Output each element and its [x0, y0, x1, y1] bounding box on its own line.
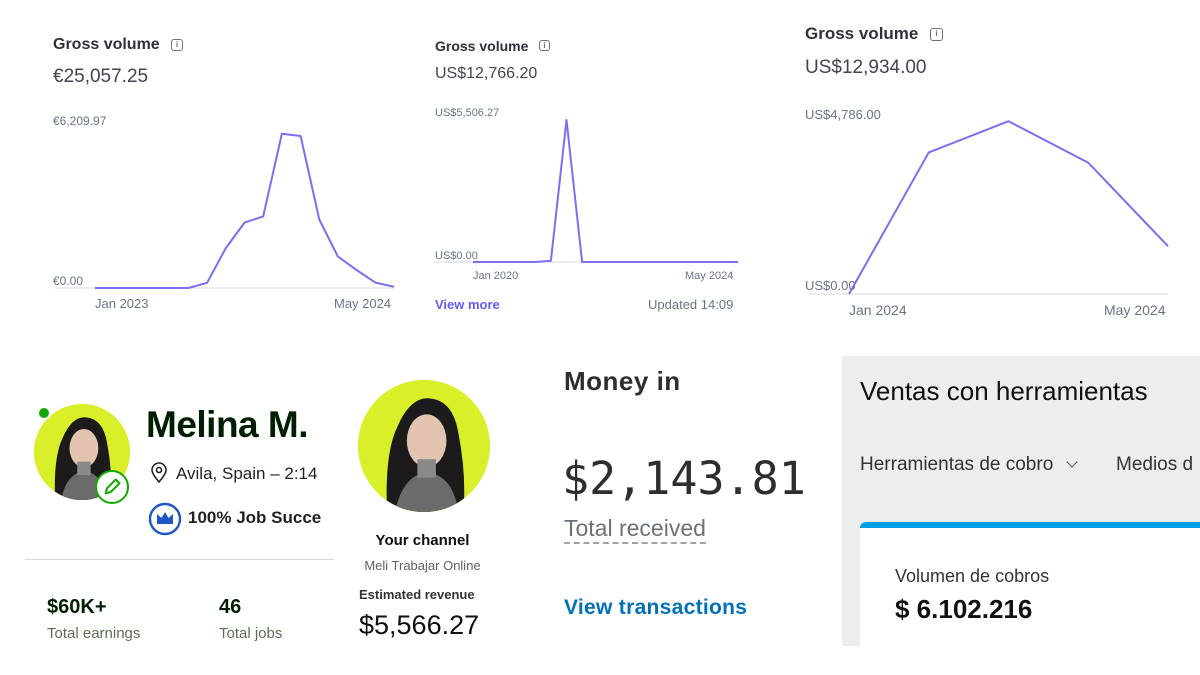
x-axis-end-label: May 2024 — [1104, 302, 1166, 318]
person-portrait-icon — [34, 404, 130, 500]
y-axis-max-label: €6,209.97 — [53, 114, 107, 128]
ventas-title: Ventas con herramientas — [860, 376, 1148, 406]
avatar[interactable] — [34, 404, 130, 500]
gross-volume-amount: US$12,766.20 — [435, 65, 538, 82]
gross-volume-card-usd-2: Gross volume i US$12,934.00 US$4,786.00 … — [780, 0, 1200, 330]
updated-timestamp: Updated 14:09 — [648, 297, 734, 312]
x-axis-start-label: Jan 2023 — [95, 296, 149, 311]
y-axis-max-label: US$4,786.00 — [805, 107, 881, 122]
x-axis-start-label: Jan 2024 — [849, 302, 907, 318]
gross-volume-amount: €25,057.25 — [53, 66, 149, 87]
edit-photo-button[interactable] — [95, 470, 129, 504]
total-received-amount: $2,143.81 — [562, 452, 806, 505]
stat-total-earnings-value: $60K+ — [47, 596, 107, 618]
person-portrait-icon — [358, 380, 490, 512]
info-icon[interactable]: i — [930, 28, 943, 41]
tab-medios[interactable]: Medios d — [1116, 454, 1194, 475]
y-axis-max-label: US$5,506.27 — [435, 107, 500, 119]
online-status-dot — [37, 406, 51, 420]
card-title: Gross volume — [805, 24, 919, 43]
gross-volume-line-chart — [433, 119, 738, 263]
location-pin-icon — [151, 462, 167, 484]
divider — [25, 559, 333, 560]
estimated-revenue-value: $5,566.27 — [359, 610, 480, 640]
channel-avatar[interactable] — [358, 380, 490, 512]
gross-volume-card-eur: Gross volume i €25,057.25 €6,209.97 €0.0… — [0, 0, 400, 330]
x-axis-start-label: Jan 2020 — [473, 270, 519, 282]
ventas-panel: Ventas con herramientas Herramientas de … — [842, 356, 1200, 662]
card-title: Gross volume — [53, 36, 160, 53]
gross-volume-series-line — [473, 119, 738, 263]
profile-name: Melina M. — [146, 404, 309, 445]
dropdown-label: Herramientas de cobro — [860, 454, 1054, 475]
stat-total-jobs-label: Total jobs — [219, 625, 283, 642]
view-transactions-link[interactable]: View transactions — [564, 596, 748, 619]
payments-volume-card: Volumen de cobros $ 6.102.216 — [860, 522, 1200, 662]
gross-volume-card-usd-1: Gross volume i US$12,766.20 US$5,506.27 … — [400, 0, 780, 330]
pencil-icon — [104, 478, 121, 495]
y-axis-min-label: US$0.00 — [435, 250, 478, 262]
view-more-link[interactable]: View more — [435, 297, 500, 312]
job-success-badge-icon — [148, 502, 182, 536]
channel-subtitle: Meli Trabajar Online — [364, 558, 481, 573]
info-icon[interactable]: i — [171, 39, 183, 51]
gross-volume-line-chart — [809, 120, 1169, 295]
stat-total-jobs-value: 46 — [219, 596, 242, 618]
x-axis-end-label: May 2024 — [334, 296, 392, 311]
y-axis-min-label: US$0.00 — [805, 278, 856, 293]
x-axis-end-label: May 2024 — [685, 270, 734, 282]
total-received-label: Total received — [564, 514, 706, 544]
gross-volume-line-chart — [55, 132, 395, 289]
card-title: Gross volume — [435, 38, 529, 54]
gross-volume-series-line — [95, 132, 395, 289]
payment-tools-dropdown[interactable]: Herramientas de cobro — [860, 454, 1078, 476]
channel-title: Your channel — [375, 532, 470, 549]
freelancer-profile-panel: Melina M. Avila, Spain – 2:14 p 100% Job… — [0, 340, 340, 675]
info-icon[interactable]: i — [539, 40, 550, 51]
payments-volume-label: Volumen de cobros — [895, 566, 1050, 586]
channel-revenue-panel: Your channel Meli Trabajar Online Estima… — [340, 340, 540, 675]
money-in-title: Money in — [564, 366, 681, 396]
stat-total-earnings-label: Total earnings — [47, 625, 141, 642]
chevron-down-icon — [1066, 456, 1078, 468]
gross-volume-series-line — [848, 120, 1169, 295]
money-in-panel: Money in $2,143.81 Total received View t… — [540, 340, 842, 675]
y-axis-min-label: €0.00 — [53, 274, 84, 288]
profile-location: Avila, Spain – 2:14 p — [176, 464, 322, 483]
job-success-score: 100% Job Succes — [188, 508, 322, 527]
payments-volume-value: $ 6.102.216 — [895, 594, 1033, 624]
gross-volume-amount: US$12,934.00 — [805, 57, 927, 78]
estimated-revenue-label: Estimated revenue — [359, 587, 475, 602]
